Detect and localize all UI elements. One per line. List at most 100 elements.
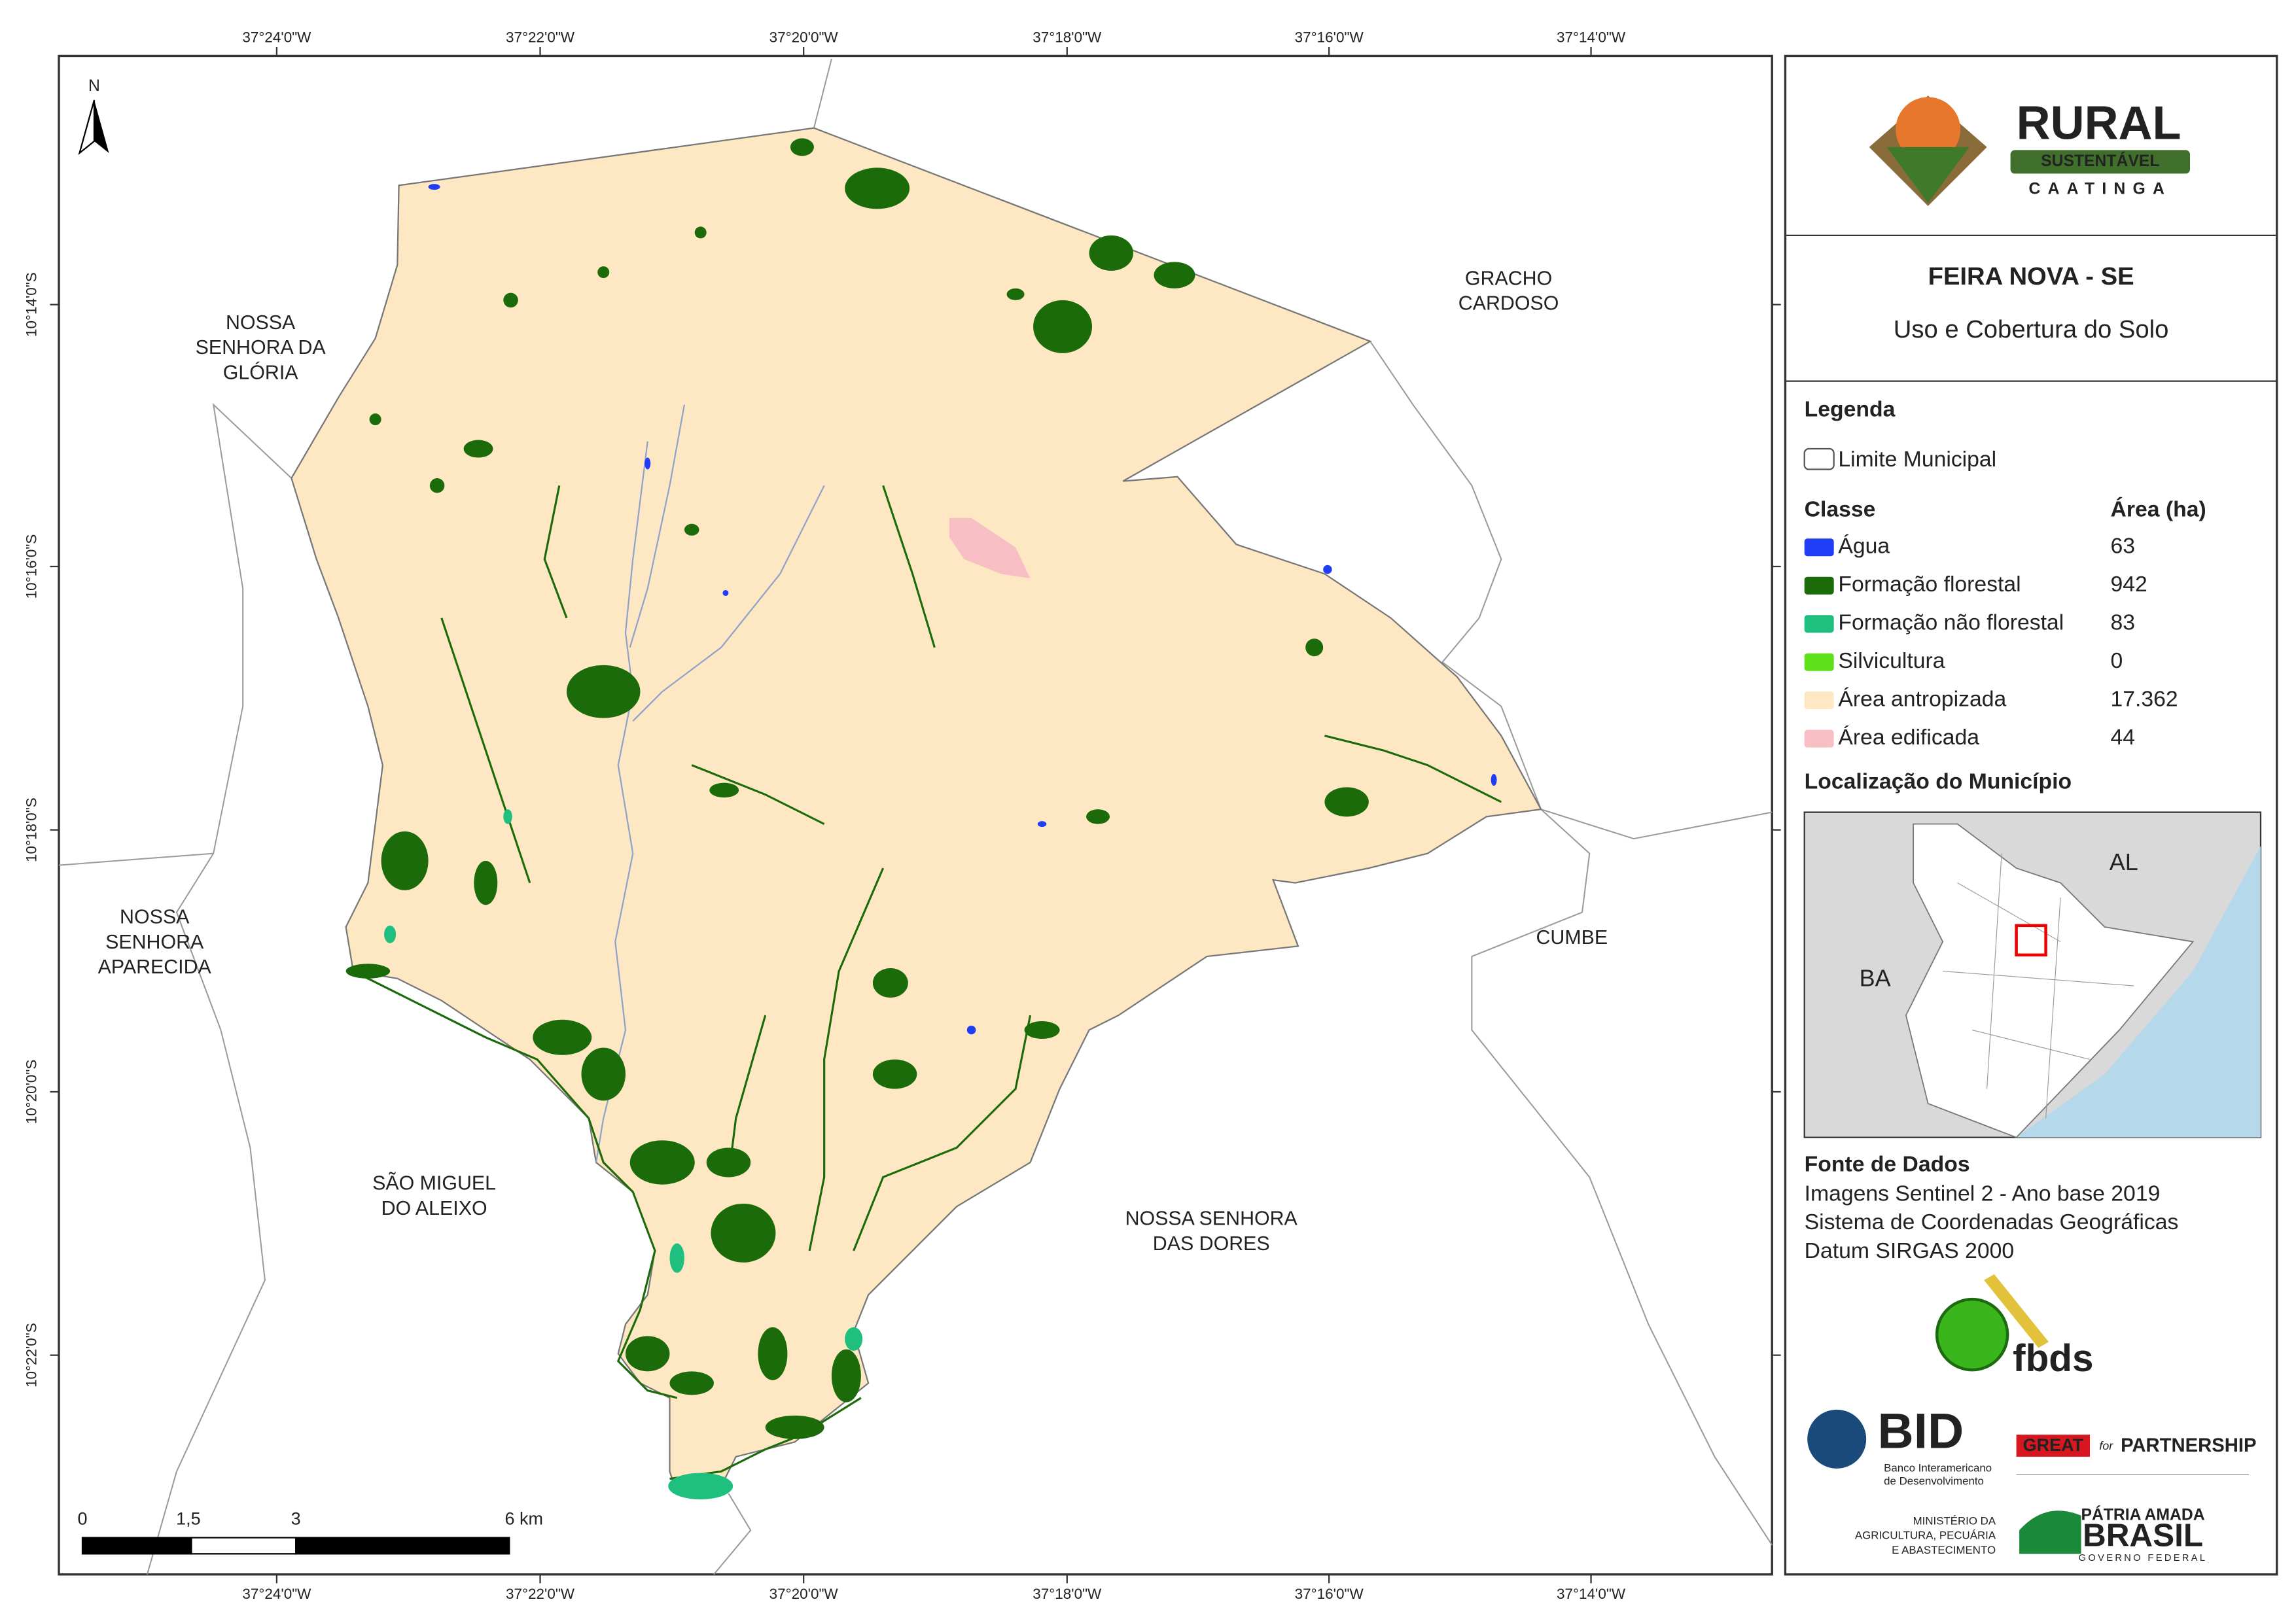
boundary: [58, 852, 214, 866]
place-label: NOSSA: [226, 312, 296, 334]
class-header: Classe: [1805, 497, 1876, 521]
forest-patch: [1006, 288, 1025, 300]
stream: [691, 764, 825, 826]
forest-patch: [1154, 262, 1195, 288]
forest-patch: [758, 1327, 788, 1380]
stream: [808, 867, 885, 1251]
place-label: APARECIDA: [98, 956, 212, 978]
class-name: Formação florestal: [1838, 572, 2021, 597]
place-label: GLÓRIA: [223, 362, 298, 383]
partner-graphics: [1807, 1274, 2091, 1554]
panel-subtitle: Uso e Cobertura do Solo: [1894, 315, 2169, 343]
north-label: N: [88, 77, 100, 95]
water-body: [645, 457, 651, 470]
north-arrow: [78, 99, 109, 155]
top-coord-label: 37°16'0"W: [1295, 29, 1364, 45]
forest-patch: [597, 266, 610, 279]
limit-swatch: [1803, 447, 1835, 470]
forest-patch: [709, 782, 739, 798]
scale-segment: [81, 1537, 192, 1555]
non-forest-patch: [668, 1473, 733, 1500]
north-arrow-right: [94, 99, 109, 153]
class-name: Área antropizada: [1838, 687, 2006, 712]
bottom-coord-label: 37°20'0"W: [769, 1586, 839, 1602]
source-line: Imagens Sentinel 2 - Ano base 2019: [1805, 1181, 2161, 1206]
brasil-mark: [2019, 1510, 2081, 1554]
water-bodies: [428, 184, 1497, 1035]
inset-municipal-lines: [1943, 853, 2134, 1119]
forest-patch: [1033, 300, 1093, 353]
class-name: Área edificada: [1838, 725, 1979, 750]
bid-mark: [1807, 1409, 1867, 1469]
forest-patch: [669, 1371, 714, 1395]
forest-patch: [533, 1019, 592, 1055]
fbds-label: fbds: [2013, 1337, 2093, 1380]
forest-patch: [790, 138, 814, 156]
scale-segment: [295, 1537, 510, 1555]
boundary: [1471, 809, 1773, 1546]
great-box: [2016, 1435, 2091, 1457]
forest-patches: [345, 138, 1369, 1439]
inset-sea: [2016, 846, 2261, 1138]
area-header: Área (ha): [2111, 497, 2206, 521]
inset-state: [1905, 823, 2195, 1138]
forest-patch: [845, 167, 910, 209]
top-coord-label: 37°14'0"W: [1557, 29, 1626, 45]
for-label: for: [2099, 1439, 2113, 1452]
scale-label: 1,5: [176, 1509, 201, 1529]
forest-patch: [872, 1059, 917, 1089]
boundary: [146, 402, 292, 1575]
forest-patch: [474, 860, 498, 905]
non-forest-patch: [669, 1243, 684, 1273]
stream: [882, 485, 936, 648]
stream: [543, 485, 568, 619]
forest-patch: [381, 831, 429, 890]
bottom-coord-label: 37°18'0"W: [1033, 1586, 1102, 1602]
bottom-coord-label: 37°24'0"W: [242, 1586, 311, 1602]
water-body: [722, 589, 729, 596]
forest-patch: [1086, 809, 1110, 824]
non-forest-patch: [845, 1327, 863, 1351]
boundary: [713, 1493, 752, 1575]
fbds-circle: [1935, 1297, 2009, 1372]
legend-swatch: [1804, 538, 1834, 557]
non-forest-patch: [503, 809, 512, 824]
top-coord-label: 37°20'0"W: [769, 29, 839, 45]
partnership-label: PARTNERSHIP: [2121, 1435, 2256, 1456]
water-body: [428, 184, 440, 190]
logo-band: [2010, 150, 2191, 174]
legend-swatch: [1804, 576, 1834, 595]
patria-label: PÁTRIA AMADA: [2081, 1505, 2204, 1524]
place-label: SENHORA: [105, 932, 204, 953]
legend-title: Legenda: [1805, 396, 1896, 421]
forest-patch: [1324, 787, 1369, 817]
legend-swatch: [1804, 615, 1834, 633]
place-label: GRACHO: [1465, 268, 1552, 289]
top-coord-label: 37°22'0"W: [506, 29, 575, 45]
place-label: CUMBE: [1536, 927, 1608, 949]
panel-title: FEIRA NOVA - SE: [1928, 262, 2134, 290]
logo-subtitle: SUSTENTÁVEL: [2041, 152, 2159, 170]
left-coord-label: 10°22'0"S: [23, 1323, 39, 1387]
top-coord-label: 37°24'0"W: [242, 29, 311, 45]
place-label: NOSSA SENHORA: [1125, 1208, 1298, 1230]
forest-patch: [567, 665, 641, 718]
water-body: [1323, 565, 1332, 574]
place-label: NOSSA: [120, 907, 190, 928]
boundary: [1540, 809, 1773, 840]
water-body: [1037, 821, 1047, 828]
ministry-line: E ABASTECIMENTO: [1892, 1544, 1996, 1556]
logo-sun: [1896, 97, 1961, 162]
left-coord-label: 10°18'0"S: [23, 797, 39, 862]
scale-label: 6 km: [505, 1509, 543, 1529]
place-label: SENHORA DA: [196, 337, 327, 358]
forest-patch: [369, 413, 381, 426]
bid-line: de Desenvolvimento: [1884, 1475, 1984, 1488]
forest-patch: [872, 968, 908, 998]
left-coord-label: 10°20'0"S: [23, 1060, 39, 1125]
class-area: 44: [2111, 725, 2136, 750]
legend-swatch: [1804, 691, 1834, 710]
place-label: CARDOSO: [1458, 293, 1559, 315]
